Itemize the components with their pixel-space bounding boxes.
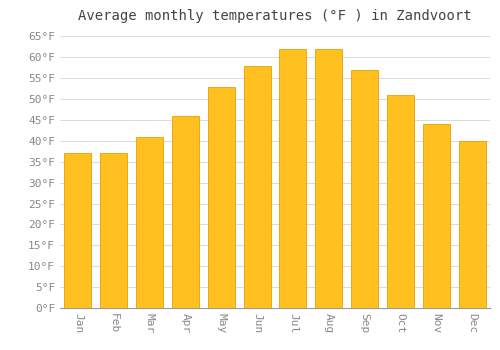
Bar	[208, 86, 234, 308]
Bar	[100, 153, 127, 308]
Bar	[458, 141, 485, 308]
Bar	[136, 136, 163, 308]
Title: Average monthly temperatures (°F ) in Zandvoort: Average monthly temperatures (°F ) in Za…	[78, 9, 472, 23]
Bar	[244, 65, 270, 308]
Bar	[172, 116, 199, 308]
Bar	[316, 49, 342, 308]
Bar	[387, 95, 414, 308]
Bar	[423, 124, 450, 308]
Bar	[351, 70, 378, 308]
Bar	[64, 153, 92, 308]
Bar	[280, 49, 306, 308]
